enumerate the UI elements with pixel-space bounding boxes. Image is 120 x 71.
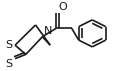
Text: S: S [5,59,12,69]
Text: O: O [58,2,67,12]
Text: N: N [43,26,52,36]
Text: S: S [5,40,12,50]
